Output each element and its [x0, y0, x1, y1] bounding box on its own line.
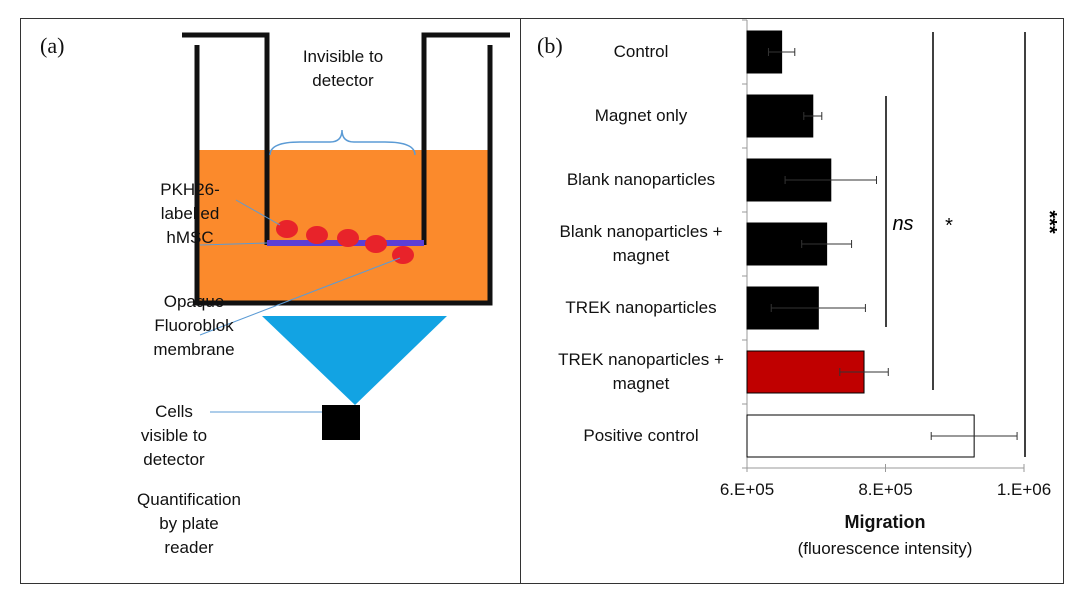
x-tick-label: 1.E+06: [997, 480, 1051, 499]
error-bar: [930, 432, 1018, 440]
leader-lines: [199, 199, 401, 413]
error-bar: [801, 240, 853, 248]
diagram-label: PKH26-labelled hMSC: [160, 180, 220, 247]
x-tick-label: 6.E+05: [720, 480, 774, 499]
error-bar: [839, 368, 889, 376]
detector: [322, 405, 360, 440]
detector-cone: [262, 316, 447, 405]
diagram-label: Quantification by plate reader: [137, 490, 241, 557]
diagram-label: Cells visible to detector: [140, 402, 208, 469]
error-bar: [784, 176, 877, 184]
cells: [276, 220, 414, 264]
insert: [182, 32, 510, 245]
panel-label: (a): [40, 33, 65, 58]
medium: [197, 150, 490, 303]
significance-label: *: [945, 215, 953, 237]
y-tick-label: Blank nanoparticles: [566, 170, 716, 189]
y-tick-label: Positive control: [583, 426, 699, 445]
diagram-label: Invisible to detector: [302, 47, 384, 90]
y-tick-label: Blank nanoparticles + magnet: [559, 222, 723, 265]
significance-label: ns: [892, 213, 913, 235]
y-tick-label: TREK nanoparticles + magnet: [558, 350, 724, 393]
y-tick-label: TREK nanoparticles: [565, 298, 717, 317]
error-bar: [803, 112, 823, 120]
significance-label: ***: [1038, 210, 1060, 234]
x-axis-label: Migration: [845, 512, 926, 532]
bar: [746, 94, 814, 138]
error-bar: [767, 48, 796, 56]
error-bar: [770, 304, 866, 312]
x-tick-label: 8.E+05: [858, 480, 912, 499]
panel-label: (b): [537, 33, 563, 58]
well: [194, 45, 493, 306]
y-tick-label: Magnet only: [594, 106, 688, 125]
y-tick-label: Control: [613, 42, 669, 61]
panel-b-frame: [520, 18, 1064, 584]
x-axis-note: (fluorescence intensity): [798, 539, 973, 558]
brace: [269, 129, 416, 156]
diagram-label: Opaque Fluoroblok membrane: [153, 292, 235, 359]
